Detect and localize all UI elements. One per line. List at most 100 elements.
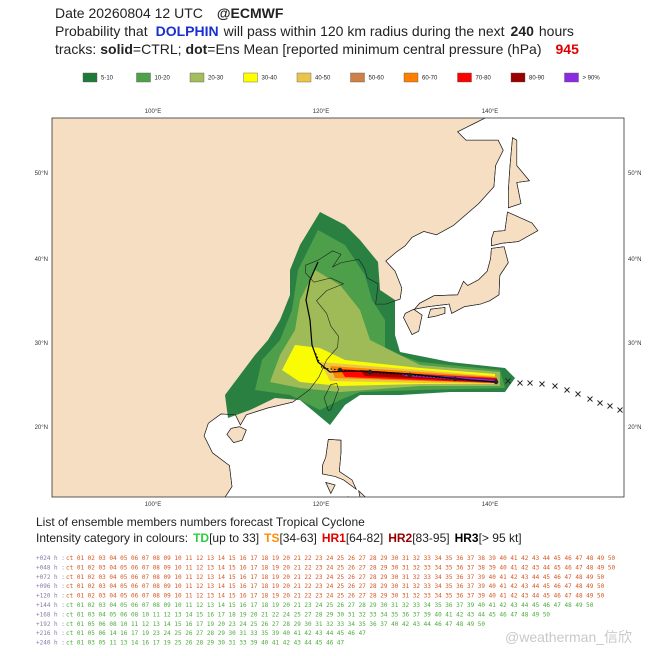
- header-line: tracks: solid=CTRL; dot=Ens Mean [reported…: [55, 41, 579, 57]
- row-label: +024 h :: [36, 555, 65, 562]
- members-title: List of ensemble members numbers forecas…: [36, 515, 365, 529]
- row-members: ct 01 05 06 08 10 11 12 13 14 15 16 17 1…: [66, 621, 485, 628]
- text: tracks:: [55, 41, 96, 57]
- coastline: [325, 481, 336, 495]
- coastline: [322, 439, 357, 491]
- lat-label: 20°N: [35, 425, 48, 431]
- text: will pass within 120 km radius during th…: [223, 23, 505, 39]
- row-label: +072 h :: [36, 574, 65, 581]
- watermark: @weatherman_信欣: [505, 629, 632, 645]
- legend-swatch: [189, 72, 205, 83]
- row-label: +144 h :: [36, 602, 65, 609]
- future-position: [607, 403, 613, 409]
- row-label: +120 h :: [36, 593, 65, 600]
- future-position: [552, 383, 558, 389]
- graticule-labels: 100°E 100°E 120°E 120°E 140°E 140°E 50°N 50°N 40…: [35, 109, 642, 508]
- future-position: [617, 407, 623, 413]
- lon-label: 100°E: [145, 109, 161, 115]
- lat-label: 40°N: [35, 257, 48, 263]
- track-point: [367, 369, 373, 375]
- legend-label: 80-90: [529, 76, 545, 82]
- future-position: [505, 378, 511, 384]
- ctrl-track: [305, 261, 497, 383]
- coastline: [203, 118, 504, 497]
- category-range: [up to 33]: [209, 531, 259, 545]
- legend-swatch: [510, 72, 526, 83]
- text: Intensity category in colours:: [36, 531, 188, 545]
- source: @ECMWF: [217, 5, 284, 21]
- legend-swatch: [564, 72, 579, 83]
- legend-label: 20-30: [208, 76, 224, 82]
- category-range: [64-82]: [346, 531, 383, 545]
- legend-swatch: [243, 72, 258, 83]
- legend-swatch: [136, 72, 151, 83]
- coastline: [508, 137, 531, 209]
- legend-swatch: [82, 72, 98, 83]
- text: dot: [186, 41, 208, 57]
- category-code: HR2: [388, 531, 412, 545]
- coastline: [427, 307, 446, 319]
- lon-label: 120°E: [313, 109, 329, 115]
- storm-name: DOLPHIN: [156, 23, 219, 39]
- lat-label: 40°N: [628, 257, 641, 263]
- row-label: +240 h :: [36, 640, 65, 647]
- track-point: [407, 372, 413, 378]
- category-range: [34-63]: [279, 531, 316, 545]
- legend-swatch: [403, 72, 419, 83]
- legend-label: 40-50: [315, 76, 331, 82]
- lat-label: 20°N: [628, 425, 641, 431]
- lon-label: 120°E: [313, 502, 329, 508]
- legend-label: 5-10: [101, 76, 114, 82]
- legend-label: 70-80: [476, 76, 492, 82]
- header-line: Probability that DOLPHIN will pass within …: [55, 23, 574, 39]
- row-members: ct 01 03 04 05 06 08 10 11 12 13 14 15 1…: [66, 611, 550, 618]
- row-members: ct 01 02 03 04 05 06 07 08 09 10 11 12 1…: [66, 574, 605, 581]
- track-point: [452, 376, 458, 382]
- lon-label: 140°E: [482, 502, 498, 508]
- legend-swatch: [350, 72, 365, 83]
- text: Probability that: [55, 23, 148, 39]
- coastline: [347, 496, 349, 497]
- text: hours: [539, 23, 574, 39]
- coastline: [403, 308, 423, 335]
- future-position: [564, 387, 570, 393]
- row-members: ct 01 02 03 04 05 06 07 08 09 10 11 12 1…: [66, 602, 594, 609]
- row-label: +048 h :: [36, 564, 65, 571]
- coastline: [323, 383, 339, 411]
- category-range: [83-95]: [412, 531, 449, 545]
- lon-label: 140°E: [482, 109, 498, 115]
- lon-label: 100°E: [145, 502, 161, 508]
- lat-label: 30°N: [35, 341, 48, 347]
- future-position: [597, 400, 603, 406]
- legend-swatch: [296, 72, 312, 83]
- pressure: 945: [556, 41, 580, 57]
- row-label: +168 h :: [36, 611, 65, 618]
- legend-label: 10-20: [155, 76, 171, 82]
- category-code: HR3: [455, 531, 479, 545]
- coastline: [358, 490, 366, 497]
- legend-label: 60-70: [422, 76, 438, 82]
- row-members: ct 01 05 06 14 16 17 19 23 24 25 26 27 2…: [66, 630, 366, 637]
- coastline: [413, 246, 509, 314]
- category-code: TD: [193, 531, 209, 545]
- map: [52, 118, 624, 497]
- member-rows: +024 h : ct 01 02 03 04 05 06 07 08 09 10…: [36, 555, 615, 647]
- track-point: [337, 367, 343, 373]
- category-range: [> 95 kt]: [479, 531, 522, 545]
- track-point: [493, 379, 499, 385]
- legend-label: 30-40: [262, 76, 278, 82]
- row-members: ct 01 02 03 04 05 06 07 08 09 10 11 12 1…: [66, 593, 605, 600]
- future-position: [539, 381, 545, 387]
- future-position: [575, 391, 581, 397]
- category-code: TS: [264, 531, 279, 545]
- legend-label: > 90%: [583, 76, 601, 82]
- intensity-line: Intensity category in colours: TD[up to 3…: [36, 531, 522, 545]
- map-frame: [51, 117, 625, 498]
- row-members: ct 01 02 03 04 05 06 07 08 09 10 11 12 1…: [66, 564, 615, 571]
- text: =Ens Mean [reported minimum central pres…: [207, 41, 541, 57]
- row-label: +192 h :: [36, 621, 65, 628]
- lat-label: 50°N: [628, 171, 641, 177]
- row-label: +096 h :: [36, 583, 65, 590]
